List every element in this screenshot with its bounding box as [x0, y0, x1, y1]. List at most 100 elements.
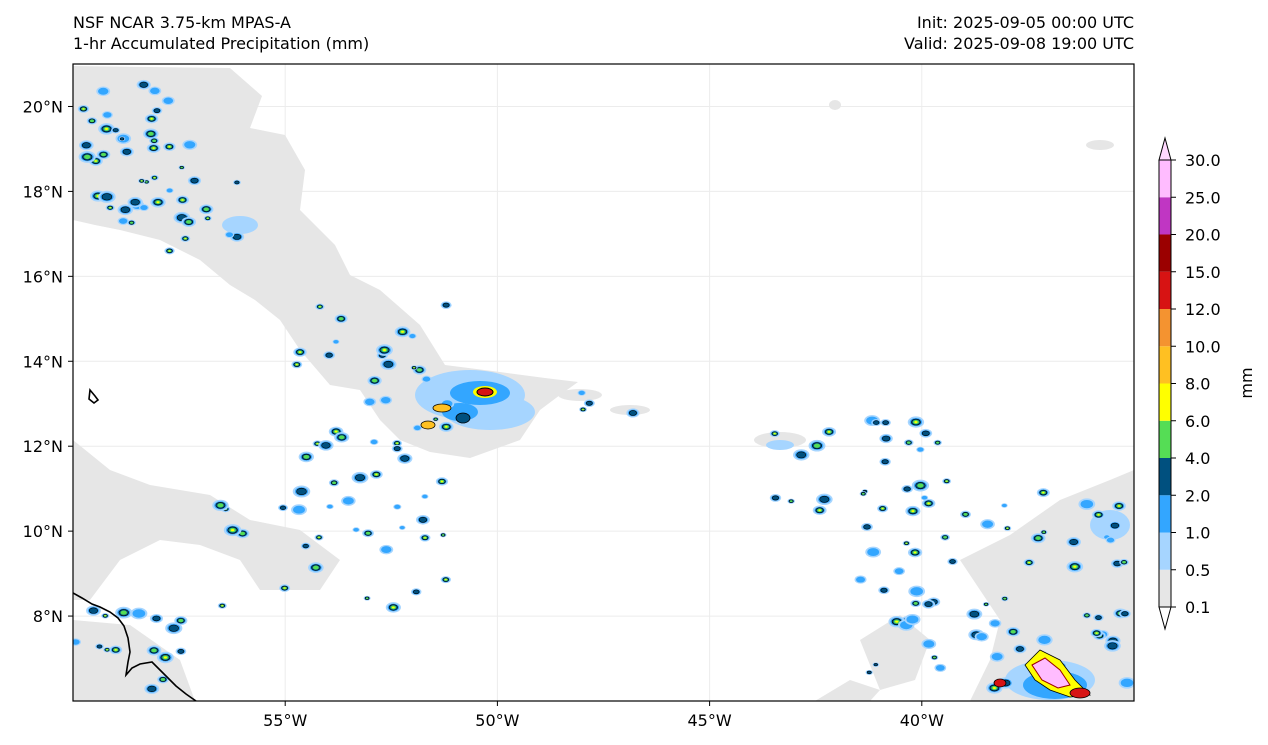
lat-tick-label: 12°N	[23, 437, 63, 456]
precip-cell	[146, 143, 161, 153]
precip-cell	[176, 195, 189, 205]
precip-cell	[341, 495, 356, 506]
precip-cell	[380, 358, 397, 370]
precip-cell	[421, 494, 429, 499]
precip-cell	[440, 301, 452, 309]
precip-cell	[293, 347, 307, 357]
lon-tick-label: 55°W	[263, 711, 307, 730]
precip-cell	[77, 104, 90, 113]
precip-cell	[98, 123, 115, 135]
precip-cell	[332, 339, 340, 345]
precip-cell	[583, 399, 595, 408]
colorbar-tick-label: 10.0	[1185, 337, 1221, 356]
precip-cell	[224, 231, 235, 238]
precip-cell	[182, 139, 198, 150]
colorbar-tick-label: 4.0	[1185, 449, 1210, 468]
colorbar-tick-label: 20.0	[1185, 226, 1221, 245]
precip-cell	[118, 136, 126, 142]
precip-cell	[920, 495, 929, 501]
lat-tick-label: 14°N	[23, 352, 63, 371]
colorbar-segment	[1159, 458, 1171, 496]
precip-cell	[279, 584, 291, 592]
precip-cell	[902, 540, 911, 546]
precip-cell	[822, 427, 837, 437]
precip-cell	[579, 406, 587, 413]
colorbar-segment	[1159, 346, 1171, 384]
precip-cell	[199, 204, 214, 215]
map-plot-area	[73, 64, 1134, 701]
precip-cell	[175, 647, 187, 656]
precip-cell	[1104, 640, 1121, 652]
precip-cell	[379, 544, 394, 555]
precip-cell	[86, 605, 101, 616]
precip-cell	[903, 439, 914, 446]
precip-cell	[440, 576, 452, 584]
precip-cell	[410, 365, 418, 371]
precip-cell	[419, 534, 431, 542]
precip-cell	[127, 219, 136, 226]
precip-cell	[1066, 560, 1084, 573]
precip-cell	[793, 449, 810, 461]
precip-cell	[974, 631, 989, 642]
colorbar-tick-label: 0.1	[1185, 598, 1210, 617]
precip-cell	[298, 451, 315, 463]
colorbar-segment	[1159, 309, 1171, 347]
precip-cell	[439, 532, 447, 538]
precip-cell	[393, 504, 402, 510]
precip-cell	[291, 504, 307, 516]
precip-cell	[291, 360, 303, 369]
precip-cell	[165, 187, 174, 194]
precip-cell	[149, 613, 164, 623]
precip-cell	[127, 196, 143, 208]
precip-cell	[115, 606, 133, 619]
precip-cell	[119, 146, 134, 157]
precip-cell	[980, 519, 995, 530]
colorbar-segment	[1159, 271, 1171, 309]
colorbar-segment	[1159, 532, 1171, 570]
lat-tick-label: 18°N	[23, 182, 63, 201]
precip-cell	[861, 522, 873, 531]
lat-tick-label: 20°N	[23, 97, 63, 116]
precip-cell	[148, 86, 162, 96]
lat-tick-label: 8°N	[33, 607, 63, 626]
precip-cell	[435, 477, 449, 486]
precip-cell	[203, 215, 212, 222]
precip-cell	[379, 395, 393, 405]
precip-cell	[1112, 501, 1126, 511]
precip-cell	[942, 478, 952, 485]
colorbar-tick-label: 2.0	[1185, 486, 1210, 505]
precip-cell	[966, 608, 983, 620]
precip-cell	[187, 176, 202, 186]
lon-tick-label: 40°W	[900, 711, 944, 730]
precip-cell	[626, 408, 640, 418]
lon-tick-label: 45°W	[688, 711, 732, 730]
precip-cell	[1066, 537, 1081, 547]
model-title: NSF NCAR 3.75-km MPAS-A	[73, 13, 291, 32]
precip-cell	[352, 527, 360, 533]
longitude-axis: 55°W 50°W 45°W 40°W	[263, 701, 944, 730]
precip-cell	[921, 498, 936, 509]
precip-cell	[907, 416, 925, 428]
precip-cell	[989, 651, 1005, 662]
latitude-axis: 8°N 10°N 12°N 14°N 16°N 18°N 20°N	[23, 97, 73, 626]
precip-cell	[363, 595, 371, 601]
precip-cell	[150, 196, 166, 208]
precip-cell	[787, 498, 795, 504]
precip-cell	[233, 179, 241, 186]
precip-cell	[161, 96, 175, 106]
init-time: Init: 2025-09-05 00:00 UTC	[916, 13, 1134, 32]
precip-cell	[816, 493, 833, 506]
precip-cell	[180, 235, 191, 242]
precip-cell	[157, 651, 174, 664]
precip-cell	[117, 204, 134, 216]
precip-cell	[1082, 612, 1092, 619]
colorbar-extend-max	[1158, 136, 1172, 161]
precip-cell	[421, 375, 432, 383]
precip-cell	[1092, 510, 1106, 520]
field-title: 1-hr Accumulated Precipitation (mm)	[73, 34, 370, 53]
colorbar-tick-label: 15.0	[1185, 263, 1221, 282]
precip-cell	[1001, 503, 1008, 508]
precip-cell	[157, 675, 169, 684]
precip-cell	[315, 303, 325, 310]
